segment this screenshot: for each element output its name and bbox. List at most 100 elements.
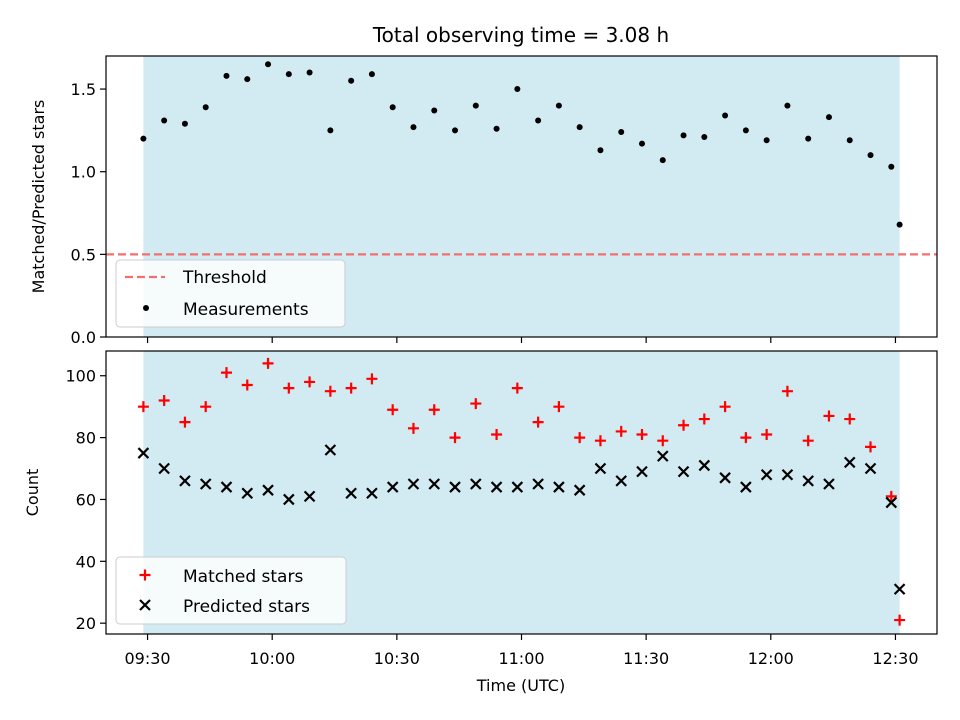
data-point	[262, 357, 274, 369]
data-point	[885, 496, 898, 509]
data-point	[181, 120, 188, 127]
data-point	[179, 475, 191, 487]
data-point	[179, 416, 191, 428]
data-point	[304, 376, 316, 388]
data-point	[345, 382, 357, 394]
data-point	[306, 69, 313, 76]
data-point	[303, 490, 316, 503]
data-point	[742, 127, 749, 134]
data-point	[888, 163, 895, 170]
x-tick-label: 12:30	[872, 649, 918, 668]
data-point	[449, 481, 461, 493]
data-point	[722, 112, 729, 119]
data-point	[701, 133, 708, 140]
data-point	[636, 429, 648, 441]
data-point	[262, 484, 274, 496]
data-point	[368, 71, 375, 78]
data-point	[844, 413, 856, 425]
legend: Matched stars Predicted stars	[115, 556, 347, 625]
data-point	[802, 475, 814, 487]
data-point	[490, 481, 503, 493]
data-point	[137, 401, 149, 413]
data-point	[223, 72, 230, 79]
y-tick-label: 60	[76, 490, 96, 509]
data-point	[449, 432, 461, 444]
data-point	[574, 432, 586, 444]
data-point	[823, 478, 835, 490]
y-tick-label: 0.0	[71, 328, 96, 347]
data-point	[428, 404, 440, 416]
x-tick-label: 10:30	[374, 649, 420, 668]
data-point	[265, 61, 272, 68]
data-point	[719, 401, 731, 413]
data-point	[894, 614, 906, 626]
data-point	[366, 487, 378, 500]
data-point	[843, 456, 856, 469]
data-point	[784, 102, 791, 109]
data-point	[576, 124, 583, 131]
data-point	[161, 117, 168, 124]
data-point	[327, 127, 334, 134]
data-point	[244, 76, 251, 83]
data-point	[618, 129, 625, 136]
data-point	[597, 147, 604, 154]
y-tick-label: 0.5	[71, 245, 96, 264]
data-point	[656, 450, 669, 462]
data-point	[472, 102, 479, 109]
data-point	[452, 127, 459, 134]
y-tick-label: 80	[76, 429, 96, 448]
data-point	[805, 135, 812, 142]
data-point	[846, 137, 853, 144]
data-point	[324, 385, 336, 397]
data-point	[387, 404, 399, 416]
data-point	[678, 419, 690, 431]
x-tick-label: 11:00	[498, 649, 544, 668]
chart-title: Total observing time = 3.08 h	[372, 23, 669, 47]
legend-predicted-swatch	[139, 599, 151, 611]
data-point	[407, 478, 420, 490]
data-point	[285, 71, 292, 78]
y-tick-label: 1.0	[71, 163, 96, 182]
legend-label-threshold: Threshold	[182, 268, 267, 288]
data-point	[740, 432, 752, 444]
data-point	[761, 429, 773, 441]
data-point	[345, 487, 357, 500]
data-point	[760, 468, 773, 481]
data-point	[158, 394, 170, 406]
data-point	[283, 493, 295, 506]
legend: Threshold Measurements	[115, 259, 346, 328]
y-tick-label: 1.5	[71, 80, 96, 99]
data-point	[532, 478, 544, 490]
data-point	[470, 398, 482, 410]
data-point	[802, 435, 814, 447]
y-tick-label: 40	[76, 552, 96, 571]
data-point	[428, 478, 441, 490]
data-point	[511, 481, 524, 493]
data-point	[615, 425, 627, 437]
data-point	[366, 373, 378, 385]
data-point	[241, 379, 253, 391]
y-axis-label: Count	[23, 469, 42, 517]
data-point	[158, 462, 170, 475]
data-point	[200, 401, 212, 413]
data-point	[553, 401, 565, 413]
data-point	[867, 152, 874, 159]
bottom-panel: 20 40 60 80 100 09:30 10:00 10:30 11:00 11:30 12:0…	[23, 350, 938, 668]
x-tick-label: 12:00	[748, 649, 794, 668]
data-point	[657, 435, 669, 447]
data-point	[389, 104, 396, 111]
data-point	[885, 490, 897, 502]
data-point	[140, 135, 147, 142]
data-point	[137, 447, 150, 459]
y-axis-label: Matched/Predicted stars	[29, 100, 48, 294]
legend-label-matched: Matched stars	[183, 567, 303, 587]
data-point	[680, 132, 687, 139]
data-point	[493, 125, 500, 132]
data-point	[324, 444, 337, 456]
legend-label-measurements: Measurements	[183, 300, 309, 320]
x-axis-label: Time (UTC)	[476, 676, 565, 695]
data-point	[781, 468, 794, 481]
data-point	[241, 487, 254, 500]
data-point	[555, 102, 562, 109]
